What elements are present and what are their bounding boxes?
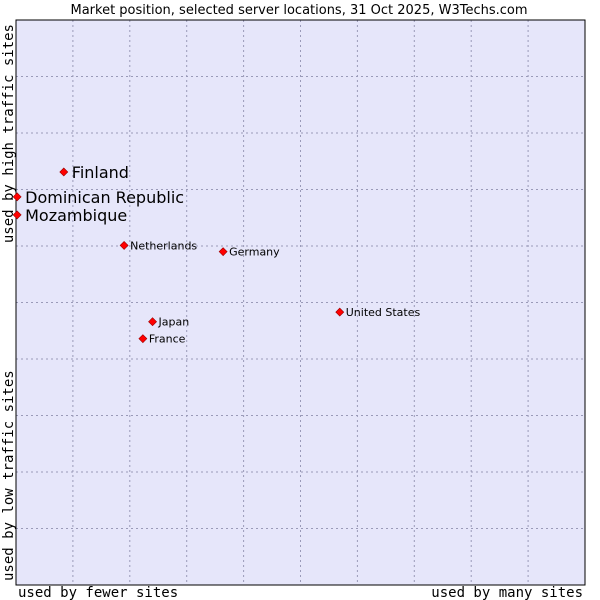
marker-netherlands (119, 241, 129, 250)
marker-france (138, 334, 148, 344)
marker-germany (218, 247, 228, 257)
x-axis-label-right: used by many sites (431, 585, 583, 600)
chart-title: Market position, selected server locatio… (70, 3, 527, 18)
marker-dominican-republic (12, 192, 22, 202)
grid-lines (16, 20, 585, 585)
label-netherlands: Netherlands (130, 239, 197, 252)
x-axis-label-left: used by fewer sites (18, 585, 178, 600)
label-mozambique: Mozambique (25, 206, 127, 225)
label-japan: Japan (158, 316, 190, 329)
marker-japan (148, 317, 157, 327)
marker-united-states (335, 307, 345, 317)
marker-finland (59, 167, 69, 177)
y-axis-label-top: used by high traffic sites (1, 24, 17, 243)
plot-frame (15, 19, 586, 586)
y-axis-label-bottom: used by low traffic sites (1, 370, 17, 581)
label-finland: Finland (72, 163, 129, 182)
label-dominican-republic: Dominican Republic (25, 188, 184, 207)
marker-mozambique (12, 210, 22, 220)
label-germany: Germany (229, 246, 280, 259)
label-france: France (149, 333, 186, 346)
label-united-states: United States (346, 306, 421, 319)
